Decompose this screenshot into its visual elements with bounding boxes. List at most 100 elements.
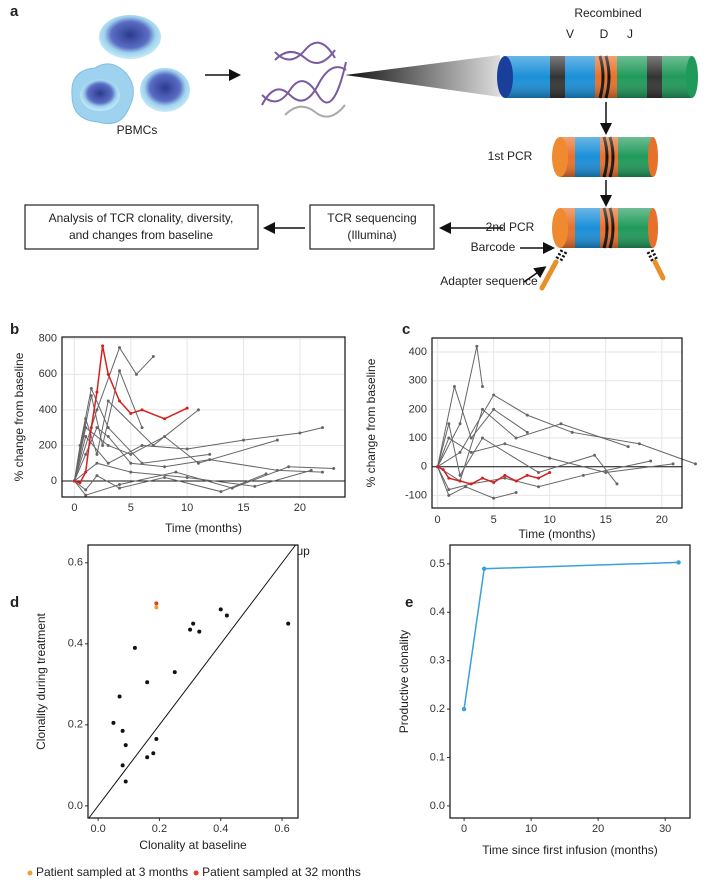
data-point bbox=[132, 645, 137, 650]
y-tick-label: 400 bbox=[39, 404, 57, 416]
data-point bbox=[441, 468, 445, 472]
segment-label: D bbox=[600, 27, 609, 41]
data-point bbox=[242, 438, 246, 442]
data-point bbox=[219, 490, 223, 494]
data-point bbox=[145, 680, 150, 685]
sequencing-text: TCR sequencing bbox=[327, 211, 416, 225]
data-point bbox=[458, 479, 462, 483]
data-point bbox=[196, 408, 200, 412]
barcode-label: Barcode bbox=[471, 240, 516, 254]
adapter-label: Adapter sequence bbox=[440, 274, 538, 288]
data-point bbox=[117, 694, 122, 699]
y-tick-label: 0.1 bbox=[430, 751, 445, 763]
data-point bbox=[129, 461, 133, 465]
data-point bbox=[120, 763, 125, 768]
data-point bbox=[537, 485, 541, 489]
x-tick-label: 0.2 bbox=[152, 823, 167, 835]
panel-label: c bbox=[402, 321, 410, 338]
data-point bbox=[514, 479, 518, 483]
data-point bbox=[196, 461, 200, 465]
data-point bbox=[309, 468, 313, 472]
y-tick-label: 400 bbox=[409, 346, 427, 358]
data-point bbox=[188, 627, 193, 632]
data-point bbox=[436, 465, 440, 469]
data-point bbox=[154, 737, 159, 742]
data-point bbox=[140, 408, 144, 412]
data-point bbox=[503, 476, 507, 480]
x-axis-label: Time since first infusion (months) bbox=[482, 843, 658, 857]
plot-area bbox=[432, 338, 682, 508]
data-point bbox=[525, 413, 529, 417]
data-point bbox=[458, 422, 462, 426]
x-tick-label: 0 bbox=[71, 502, 77, 514]
y-tick-label: 0.5 bbox=[430, 558, 445, 570]
panel-label: d bbox=[10, 594, 19, 611]
x-tick-label: 20 bbox=[294, 502, 306, 514]
data-point bbox=[480, 436, 484, 440]
y-tick-label: 0.2 bbox=[68, 719, 83, 731]
data-point bbox=[154, 605, 159, 610]
pcr2-cylinder bbox=[539, 207, 666, 291]
data-point bbox=[604, 470, 608, 474]
data-point bbox=[525, 430, 529, 434]
data-point bbox=[503, 442, 507, 446]
data-point bbox=[140, 443, 144, 447]
data-point bbox=[581, 473, 585, 477]
x-tick-label: 5 bbox=[491, 514, 497, 526]
data-point bbox=[676, 560, 681, 565]
data-point bbox=[537, 476, 541, 480]
x-tick-label: 0 bbox=[461, 823, 467, 835]
data-point bbox=[84, 452, 88, 456]
data-point bbox=[197, 629, 202, 634]
y-tick-label: 0 bbox=[51, 475, 57, 487]
y-tick-label: 200 bbox=[39, 439, 57, 451]
plot-frame bbox=[61, 336, 346, 498]
panel-label: b bbox=[10, 321, 19, 338]
data-point bbox=[480, 407, 484, 411]
data-point bbox=[481, 566, 487, 571]
data-point bbox=[191, 621, 196, 626]
data-point bbox=[461, 706, 467, 712]
data-point bbox=[447, 493, 451, 497]
y-tick-label: 0.2 bbox=[430, 703, 445, 715]
segment-label: J bbox=[627, 27, 633, 41]
data-point bbox=[95, 426, 99, 430]
data-point bbox=[503, 473, 507, 477]
y-tick-label: 0.4 bbox=[430, 606, 445, 618]
data-point bbox=[320, 426, 324, 430]
data-point bbox=[172, 670, 177, 675]
data-line bbox=[73, 400, 199, 482]
data-point bbox=[123, 743, 128, 748]
data-point bbox=[101, 344, 105, 348]
data-point bbox=[593, 453, 597, 457]
analysis-box bbox=[24, 204, 259, 250]
zoom-cone bbox=[345, 55, 500, 97]
data-line bbox=[74, 462, 312, 487]
x-tick-label: 0 bbox=[435, 514, 441, 526]
data-point bbox=[693, 462, 697, 466]
data-point bbox=[469, 482, 473, 486]
data-line bbox=[74, 345, 188, 484]
data-point bbox=[129, 452, 133, 456]
panel-label: a bbox=[10, 3, 19, 20]
x-tick-label: 20 bbox=[592, 823, 604, 835]
data-point bbox=[129, 470, 133, 474]
data-point bbox=[320, 470, 324, 474]
segment-label: V bbox=[566, 27, 574, 41]
data-point bbox=[89, 387, 93, 391]
y-tick-label: -100 bbox=[405, 489, 427, 501]
data-point bbox=[287, 465, 291, 469]
y-tick-label: 600 bbox=[39, 368, 57, 380]
data-point bbox=[626, 445, 630, 449]
y-tick-label: 0 bbox=[421, 461, 427, 473]
data-point bbox=[185, 447, 189, 451]
data-point bbox=[447, 476, 451, 480]
x-tick-label: 20 bbox=[656, 514, 668, 526]
y-axis-label: Clonality during treatment bbox=[34, 612, 48, 749]
data-point bbox=[78, 443, 82, 447]
pcr1-label: 1st PCR bbox=[488, 149, 533, 163]
x-tick-label: 0.6 bbox=[274, 823, 289, 835]
data-point bbox=[464, 485, 468, 489]
data-point bbox=[208, 452, 212, 456]
pcr1-cylinder bbox=[552, 136, 658, 178]
